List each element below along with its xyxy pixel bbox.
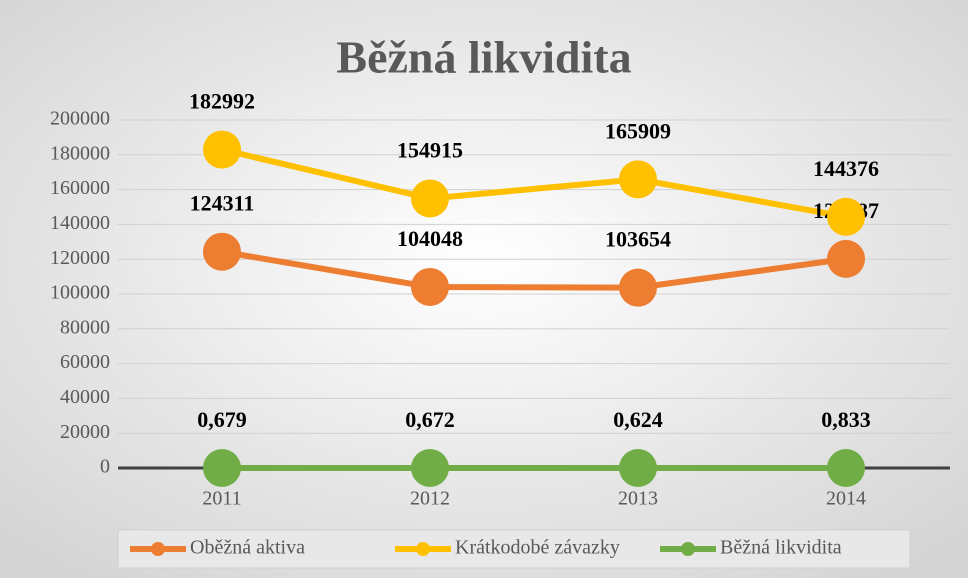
point-marker xyxy=(619,160,657,199)
x-tick-label: 2014 xyxy=(826,488,866,510)
point-marker xyxy=(203,130,241,169)
point-marker xyxy=(203,448,241,487)
data-label: 182992 xyxy=(189,89,255,114)
point-marker xyxy=(411,267,449,306)
data-label: 0,833 xyxy=(821,407,871,432)
legend-label: Oběžná aktiva xyxy=(190,537,305,559)
data-label: 165909 xyxy=(605,118,671,143)
legend-label: Krátkodobé závazky xyxy=(455,537,620,559)
x-tick-label: 2011 xyxy=(202,488,241,510)
y-tick-label: 100000 xyxy=(50,282,110,304)
data-label: 154915 xyxy=(397,137,463,162)
legend-marker xyxy=(416,542,430,556)
legend-label: Běžná likvidita xyxy=(720,537,842,559)
y-tick-label: 20000 xyxy=(60,421,110,443)
series-line xyxy=(221,248,847,291)
y-tick-label: 180000 xyxy=(50,142,110,164)
point-marker xyxy=(827,197,865,236)
point-marker xyxy=(203,232,241,271)
point-marker xyxy=(619,448,657,487)
data-label: 0,624 xyxy=(613,407,663,432)
data-label: 124311 xyxy=(190,191,255,216)
legend-marker xyxy=(151,542,165,556)
data-label: 0,679 xyxy=(197,407,247,432)
legend-marker xyxy=(681,542,695,556)
point-marker xyxy=(827,448,865,487)
point-marker xyxy=(619,268,657,307)
data-label: 104048 xyxy=(397,226,463,251)
series-line xyxy=(221,146,847,220)
x-tick-label: 2013 xyxy=(618,488,658,510)
y-tick-label: 60000 xyxy=(60,351,110,373)
data-label: 103654 xyxy=(605,227,671,252)
y-tick-label: 160000 xyxy=(50,177,110,199)
point-marker xyxy=(411,179,449,218)
y-tick-label: 140000 xyxy=(50,212,110,234)
data-label: 144376 xyxy=(813,156,879,181)
y-tick-label: 40000 xyxy=(60,386,110,408)
y-tick-label: 120000 xyxy=(50,247,110,269)
y-tick-label: 200000 xyxy=(50,108,110,130)
data-label: 0,672 xyxy=(405,407,455,432)
y-tick-label: 80000 xyxy=(60,316,110,338)
y-tick-label: 0 xyxy=(100,456,110,478)
point-marker xyxy=(827,239,865,278)
chart-title: Běžná likvidita xyxy=(336,32,631,83)
legend-box xyxy=(117,529,911,569)
point-marker xyxy=(411,448,449,487)
x-tick-label: 2012 xyxy=(410,488,450,510)
